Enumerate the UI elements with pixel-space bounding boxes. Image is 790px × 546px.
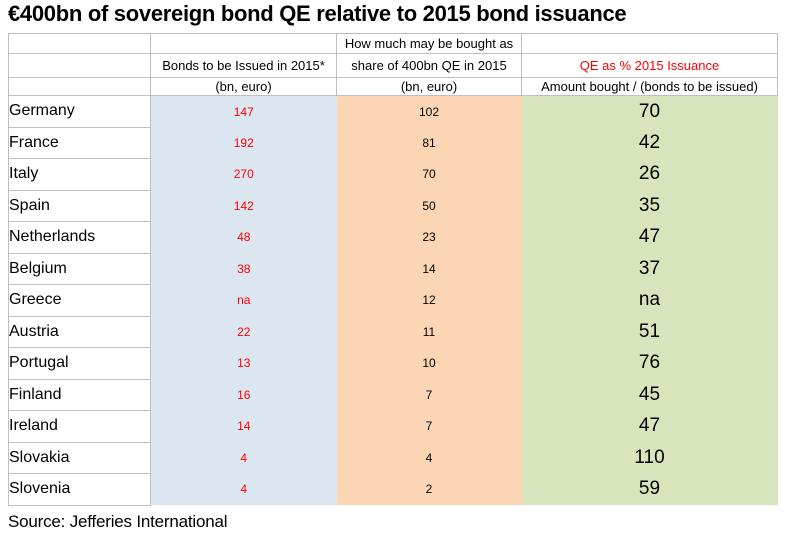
country-cell: Netherlands: [8, 221, 151, 254]
header-empty-cell: [521, 33, 778, 54]
header-empty-cell: [8, 77, 151, 96]
header-empty-cell: [8, 33, 151, 54]
pct-cell: na: [521, 284, 778, 316]
table-body: Germany 147 102 70 France 192 81 42 Ital…: [8, 95, 778, 506]
header-issued-unit: (bn, euro): [150, 77, 337, 96]
header-row-1: How much may be bought as: [8, 33, 778, 54]
bought-cell: 23: [336, 221, 522, 253]
country-cell: Greece: [8, 284, 151, 317]
bought-cell: 7: [336, 410, 522, 442]
pct-cell: 51: [521, 316, 778, 348]
country-cell: Ireland: [8, 410, 151, 443]
qe-table: How much may be bought as Bonds to be Is…: [8, 33, 778, 506]
issued-cell: 48: [150, 221, 337, 253]
pct-cell: 37: [521, 253, 778, 285]
bought-cell: 14: [336, 253, 522, 285]
bought-cell: 81: [336, 127, 522, 159]
table-row: Germany 147 102 70: [8, 95, 778, 128]
bought-cell: 50: [336, 190, 522, 222]
issued-cell: na: [150, 284, 337, 316]
page-title: €400bn of sovereign bond QE relative to …: [8, 1, 627, 26]
header-bought-line1: How much may be bought as: [336, 33, 522, 54]
pct-cell: 47: [521, 221, 778, 253]
pct-cell: 26: [521, 158, 778, 190]
issued-cell: 13: [150, 347, 337, 379]
country-cell: Belgium: [8, 252, 151, 285]
table-row: Finland 16 7 45: [8, 378, 778, 411]
country-cell: Spain: [8, 189, 151, 222]
header-row-2: Bonds to be Issued in 2015* share of 400…: [8, 53, 778, 78]
table-row: Portugal 13 10 76: [8, 347, 778, 380]
table-row: Slovakia 4 4 110: [8, 441, 778, 474]
table-row: Ireland 14 7 47: [8, 410, 778, 443]
header-pct-formula: Amount bought / (bonds to be issued): [521, 77, 778, 96]
bought-cell: 12: [336, 284, 522, 316]
country-cell: Slovenia: [8, 473, 151, 506]
issued-cell: 14: [150, 410, 337, 442]
header-bought-unit: (bn, euro): [336, 77, 522, 96]
country-cell: Portugal: [8, 347, 151, 380]
pct-cell: 110: [521, 442, 778, 474]
table-row: Slovenia 4 2 59: [8, 473, 778, 506]
table-row: Italy 270 70 26: [8, 158, 778, 191]
issued-cell: 147: [150, 95, 337, 127]
country-cell: Germany: [8, 95, 151, 128]
country-cell: Austria: [8, 315, 151, 348]
issued-cell: 16: [150, 379, 337, 411]
pct-cell: 47: [521, 410, 778, 442]
table-row: Spain 142 50 35: [8, 189, 778, 222]
pct-cell: 76: [521, 347, 778, 379]
header-row-3: (bn, euro) (bn, euro) Amount bought / (b…: [8, 77, 778, 96]
pct-cell: 35: [521, 190, 778, 222]
pct-cell: 70: [521, 95, 778, 127]
country-cell: Finland: [8, 378, 151, 411]
header-issued-label: Bonds to be Issued in 2015*: [150, 53, 337, 78]
pct-cell: 42: [521, 127, 778, 159]
pct-cell: 45: [521, 379, 778, 411]
bought-cell: 11: [336, 316, 522, 348]
header-empty-cell: [150, 33, 337, 54]
source-note: Source: Jefferies International: [8, 512, 228, 531]
issued-cell: 4: [150, 473, 337, 505]
header-pct-label: QE as % 2015 Issuance: [521, 53, 778, 78]
table-row: Netherlands 48 23 47: [8, 221, 778, 254]
pct-cell: 59: [521, 473, 778, 505]
bought-cell: 4: [336, 442, 522, 474]
country-cell: France: [8, 126, 151, 159]
issued-cell: 38: [150, 253, 337, 285]
bought-cell: 102: [336, 95, 522, 127]
header-empty-cell: [8, 53, 151, 78]
country-cell: Slovakia: [8, 441, 151, 474]
table-row: Austria 22 11 51: [8, 315, 778, 348]
table-header: How much may be bought as Bonds to be Is…: [8, 33, 778, 96]
table-row: France 192 81 42: [8, 126, 778, 159]
issued-cell: 22: [150, 316, 337, 348]
bought-cell: 7: [336, 379, 522, 411]
bought-cell: 2: [336, 473, 522, 505]
issued-cell: 192: [150, 127, 337, 159]
country-cell: Italy: [8, 158, 151, 191]
issued-cell: 270: [150, 158, 337, 190]
issued-cell: 142: [150, 190, 337, 222]
bought-cell: 70: [336, 158, 522, 190]
table-row: Greece na 12 na: [8, 284, 778, 317]
bought-cell: 10: [336, 347, 522, 379]
issued-cell: 4: [150, 442, 337, 474]
header-bought-line2: share of 400bn QE in 2015: [336, 53, 522, 78]
table-row: Belgium 38 14 37: [8, 252, 778, 285]
